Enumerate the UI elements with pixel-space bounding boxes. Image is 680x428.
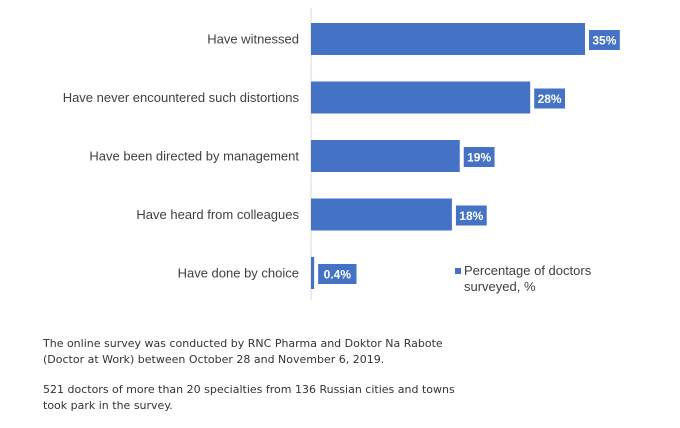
bars-layer: Have witnessed 35% Have never encountered … <box>63 23 620 289</box>
legend-swatch <box>455 268 461 274</box>
legend-label-line-2: surveyed, % <box>464 279 536 294</box>
data-label: 28% <box>538 92 562 106</box>
category-label: Have been directed by management <box>89 149 299 164</box>
data-label-box <box>318 264 357 284</box>
survey-note-methodology: The online survey was conducted by RNC P… <box>43 337 443 366</box>
legend-label-line-1: Percentage of doctors <box>464 263 592 278</box>
survey-note-sample: 521 doctors of more than 20 specialties … <box>43 383 455 412</box>
bar <box>311 140 460 172</box>
data-label-box <box>534 88 565 109</box>
chart-legend: Percentage of doctors surveyed, % <box>455 263 675 295</box>
category-label: Have witnessed <box>207 32 299 47</box>
data-label: 18% <box>459 209 483 223</box>
bar-chart: Have witnessed 35% Have never encountered … <box>63 8 620 300</box>
data-label-box <box>455 205 487 226</box>
data-label: 19% <box>467 151 491 165</box>
survey-notes: The online survey was conducted by RNC P… <box>43 336 463 428</box>
data-label: 35% <box>592 34 616 48</box>
category-label: Have done by choice <box>178 266 299 281</box>
data-label: 0.4% <box>324 268 352 282</box>
category-label: Have never encountered such distortions <box>63 90 300 105</box>
data-label-box <box>463 147 495 167</box>
bar <box>311 23 585 55</box>
bar <box>311 198 452 231</box>
data-label-box <box>589 30 620 50</box>
bar <box>311 81 531 114</box>
bar <box>311 257 315 289</box>
category-label: Have heard from colleagues <box>136 207 299 222</box>
